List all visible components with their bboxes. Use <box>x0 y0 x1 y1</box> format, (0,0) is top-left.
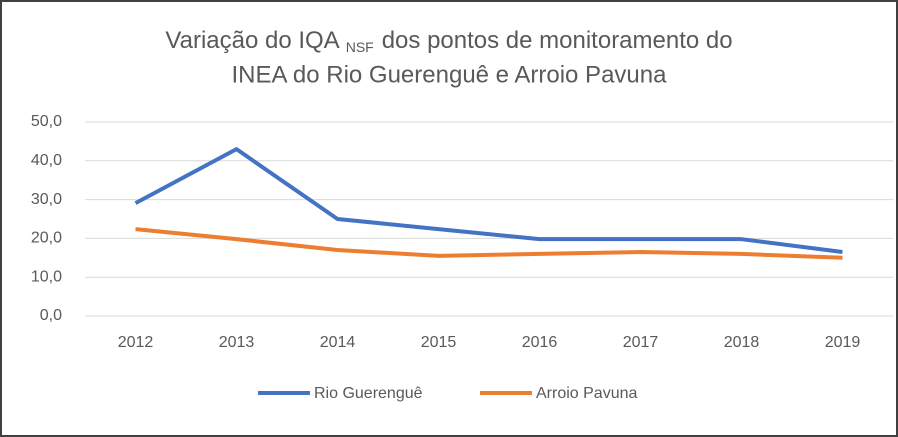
chart-title: INEA do Rio Guerenguê e Arroio Pavuna <box>232 61 668 88</box>
x-tick-label: 2016 <box>522 334 558 351</box>
x-tick-label: 2013 <box>219 334 255 351</box>
legend-label: Arroio Pavuna <box>536 385 637 402</box>
y-tick-label: 30,0 <box>31 191 62 208</box>
title-text: Variação do IQA <box>165 27 339 54</box>
legend-label: Rio Guerenguê <box>314 385 423 402</box>
y-tick-label: 20,0 <box>31 230 62 247</box>
chart-title: Variação do IQA NSF dos pontos de monitora… <box>165 27 732 54</box>
y-tick-label: 0,0 <box>40 307 62 324</box>
x-tick-label: 2012 <box>118 334 154 351</box>
y-tick-label: 50,0 <box>31 113 62 130</box>
x-tick-label: 2015 <box>421 334 457 351</box>
y-tick-label: 10,0 <box>31 268 62 285</box>
title-subscript: NSF <box>346 39 374 55</box>
y-tick-label: 40,0 <box>31 152 62 169</box>
x-tick-label: 2017 <box>623 334 659 351</box>
data-line <box>135 227 843 260</box>
x-tick-label: 2018 <box>724 334 760 351</box>
data-line <box>134 147 843 254</box>
x-tick-label: 2019 <box>825 334 861 351</box>
title-text: dos pontos de monitoramento do <box>382 27 733 54</box>
x-tick-label: 2014 <box>320 334 356 351</box>
